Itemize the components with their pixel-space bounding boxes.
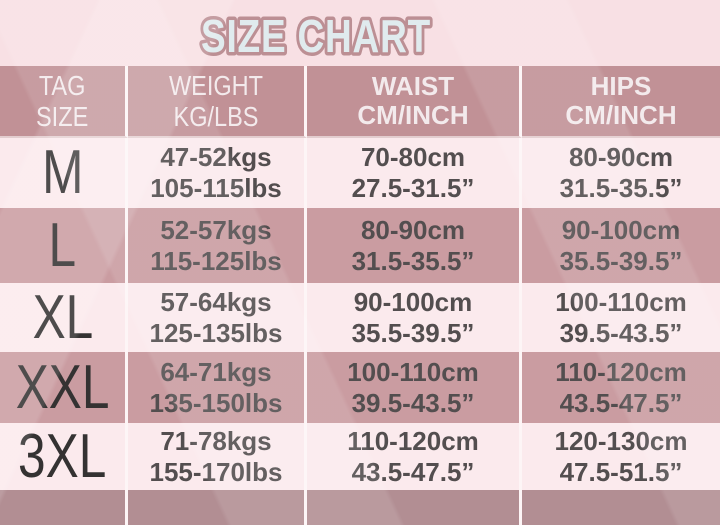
weight-values: 47-52kgs 105-115lbs <box>150 142 282 204</box>
hips-cm-value: 100-110cm <box>555 286 687 317</box>
hips-cm-value: 110-120cm <box>555 356 687 387</box>
weight-values: 64-71kgs 135-150lbs <box>150 357 283 419</box>
waist-inch-value: 31.5-35.5” <box>351 245 475 276</box>
weight-kg-value: 52-57kgs <box>160 214 272 245</box>
hips-cm-value: 120-130cm <box>554 425 688 456</box>
row-l-tag-cell: L <box>0 208 128 283</box>
header-cell-hips: HIPS CM/INCH <box>522 66 720 138</box>
weight-values: 71-78kgs 155-170lbs <box>150 426 283 488</box>
footer-band-cell <box>522 490 720 525</box>
size-label-3xl: 3XL <box>18 421 107 491</box>
waist-cm-value: 70-80cm <box>360 142 466 172</box>
row-xxl-hips-cell: 110-120cm 43.5-47.5” <box>522 352 720 423</box>
hips-cm-value: 80-90cm <box>568 142 674 172</box>
size-chart-table: TAG SIZE WEIGHT KG/LBS WAIST CM/INCH HIP… <box>0 66 720 525</box>
header-weight: WEIGHT <box>168 69 264 101</box>
header-tag: TAG <box>39 69 86 101</box>
weight-kg-value: 71-78kgs <box>160 425 272 456</box>
waist-values: 90-100cm 35.5-39.5” <box>352 287 475 349</box>
row-m-weight-cell: 47-52kgs 105-115lbs <box>128 138 307 208</box>
waist-cm-value: 100-110cm <box>347 356 479 387</box>
header-weight-label: WEIGHT KG/LBS <box>169 70 263 133</box>
page-title: SIZE CHART <box>201 10 431 62</box>
weight-kg-value: 64-71kgs <box>160 356 272 387</box>
header-waist: WAIST <box>371 70 455 101</box>
header-hips-cm-inch: CM/INCH <box>565 100 677 130</box>
hips-inch-value: 39.5-43.5” <box>559 317 683 348</box>
hips-values: 110-120cm 43.5-47.5” <box>555 357 687 419</box>
row-l-hips-cell: 90-100cm 35.5-39.5” <box>522 208 720 283</box>
hips-values: 120-130cm 47.5-51.5” <box>555 426 688 488</box>
weight-lbs-value: 105-115lbs <box>150 173 282 203</box>
row-m-hips-cell: 80-90cm 31.5-35.5” <box>522 138 720 208</box>
waist-inch-value: 27.5-31.5” <box>351 173 475 203</box>
size-label-xl: XL <box>32 282 93 352</box>
title-band: SIZE CHART <box>0 0 720 66</box>
header-hips: HIPS <box>590 70 652 101</box>
row-xxl-tag-cell: XXL <box>0 352 128 423</box>
header-size: SIZE <box>36 101 89 132</box>
hips-values: 90-100cm 35.5-39.5” <box>560 215 683 277</box>
row-xxl-waist-cell: 100-110cm 39.5-43.5” <box>307 352 522 423</box>
weight-lbs-value: 125-135lbs <box>149 317 283 348</box>
waist-inch-value: 39.5-43.5” <box>351 387 475 418</box>
row-m-waist-cell: 70-80cm 27.5-31.5” <box>307 138 522 208</box>
waist-values: 70-80cm 27.5-31.5” <box>352 142 475 204</box>
waist-cm-value: 90-100cm <box>353 286 473 317</box>
hips-cm-value: 90-100cm <box>561 214 681 245</box>
row-xxl-weight-cell: 64-71kgs 135-150lbs <box>128 352 307 423</box>
weight-lbs-value: 115-125lbs <box>150 245 282 276</box>
hips-inch-value: 47.5-51.5” <box>559 456 683 487</box>
header-tag-size-label: TAG SIZE <box>36 70 88 133</box>
row-3xl-tag-cell: 3XL <box>0 423 128 490</box>
hips-inch-value: 43.5-47.5” <box>559 387 683 418</box>
footer-band-cell <box>128 490 307 525</box>
row-3xl-weight-cell: 71-78kgs 155-170lbs <box>128 423 307 490</box>
header-waist-cm-inch: CM/INCH <box>357 100 469 130</box>
footer-band-cell <box>307 490 522 525</box>
size-label-xxl: XXL <box>15 352 110 422</box>
header-cell-waist: WAIST CM/INCH <box>307 66 522 138</box>
waist-cm-value: 110-120cm <box>347 425 479 456</box>
row-xl-hips-cell: 100-110cm 39.5-43.5” <box>522 283 720 352</box>
size-chart-title: SIZE CHART <box>198 7 434 63</box>
hips-values: 80-90cm 31.5-35.5” <box>560 142 683 204</box>
row-3xl-hips-cell: 120-130cm 47.5-51.5” <box>522 423 720 490</box>
weight-values: 57-64kgs 125-135lbs <box>150 287 283 349</box>
row-l-weight-cell: 52-57kgs 115-125lbs <box>128 208 307 283</box>
header-cell-weight: WEIGHT KG/LBS <box>128 66 307 138</box>
row-xl-waist-cell: 90-100cm 35.5-39.5” <box>307 283 522 352</box>
waist-cm-value: 80-90cm <box>360 214 466 245</box>
weight-kg-value: 47-52kgs <box>160 142 272 172</box>
row-xl-weight-cell: 57-64kgs 125-135lbs <box>128 283 307 352</box>
size-label-l: L <box>48 210 77 280</box>
weight-lbs-value: 135-150lbs <box>149 387 283 418</box>
hips-inch-value: 31.5-35.5” <box>559 173 683 203</box>
weight-lbs-value: 155-170lbs <box>149 456 283 487</box>
waist-values: 100-110cm 39.5-43.5” <box>347 357 479 419</box>
weight-values: 52-57kgs 115-125lbs <box>150 215 282 277</box>
header-kg-lbs: KG/LBS <box>173 101 259 132</box>
header-hips-label: HIPS CM/INCH <box>565 70 677 130</box>
waist-inch-value: 35.5-39.5” <box>351 317 475 348</box>
size-label-m: M <box>41 138 84 207</box>
row-3xl-waist-cell: 110-120cm 43.5-47.5” <box>307 423 522 490</box>
waist-values: 80-90cm 31.5-35.5” <box>352 215 475 277</box>
waist-inch-value: 43.5-47.5” <box>351 456 475 487</box>
hips-inch-value: 35.5-39.5” <box>559 245 683 276</box>
footer-band-cell <box>0 490 128 525</box>
weight-kg-value: 57-64kgs <box>160 286 272 317</box>
row-m-tag-cell: M <box>0 138 128 208</box>
hips-values: 100-110cm 39.5-43.5” <box>555 287 687 349</box>
waist-values: 110-120cm 43.5-47.5” <box>347 426 479 488</box>
header-waist-label: WAIST CM/INCH <box>357 70 469 130</box>
row-xl-tag-cell: XL <box>0 283 128 352</box>
header-cell-tag-size: TAG SIZE <box>0 66 128 138</box>
row-l-waist-cell: 80-90cm 31.5-35.5” <box>307 208 522 283</box>
